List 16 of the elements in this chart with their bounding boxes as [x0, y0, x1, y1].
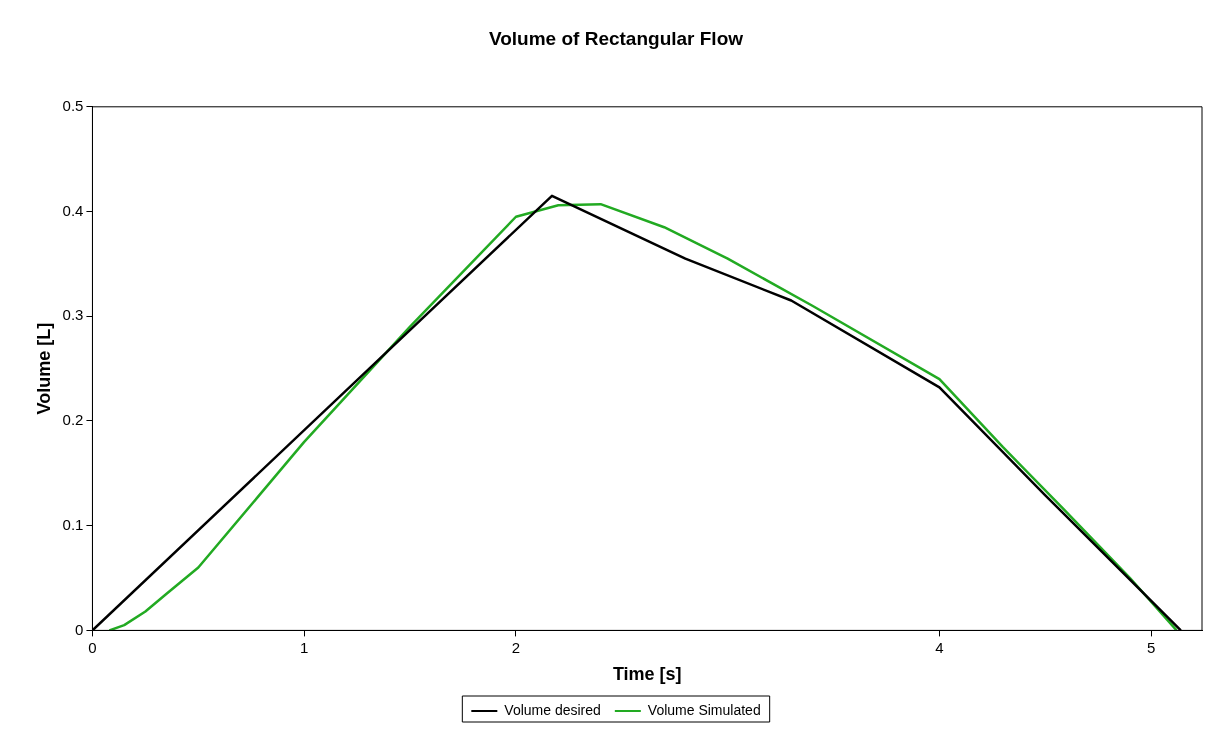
y-tick-label: 0.1: [62, 515, 84, 533]
y-tick-label: 0.5: [62, 96, 84, 114]
x-tick-label: 0: [88, 638, 97, 656]
y-tick-label: 0.3: [62, 306, 84, 324]
y-axis-title: Volume [L]: [33, 322, 54, 415]
chart-title: Volume of Rectangular Flow: [488, 27, 744, 49]
y-tick-label: 0.4: [62, 201, 84, 219]
legend-label: Volume desired: [504, 701, 601, 718]
legend-label: Volume Simulated: [647, 701, 761, 718]
x-axis-title: Time [s]: [612, 664, 682, 685]
x-tick-label: 1: [300, 638, 309, 656]
x-tick-label: 5: [1147, 638, 1156, 656]
y-tick-label: 0.2: [62, 411, 84, 429]
x-tick-label: 2: [511, 638, 521, 656]
x-tick-label: 4: [935, 638, 944, 656]
y-tick-label: 0: [75, 620, 84, 638]
